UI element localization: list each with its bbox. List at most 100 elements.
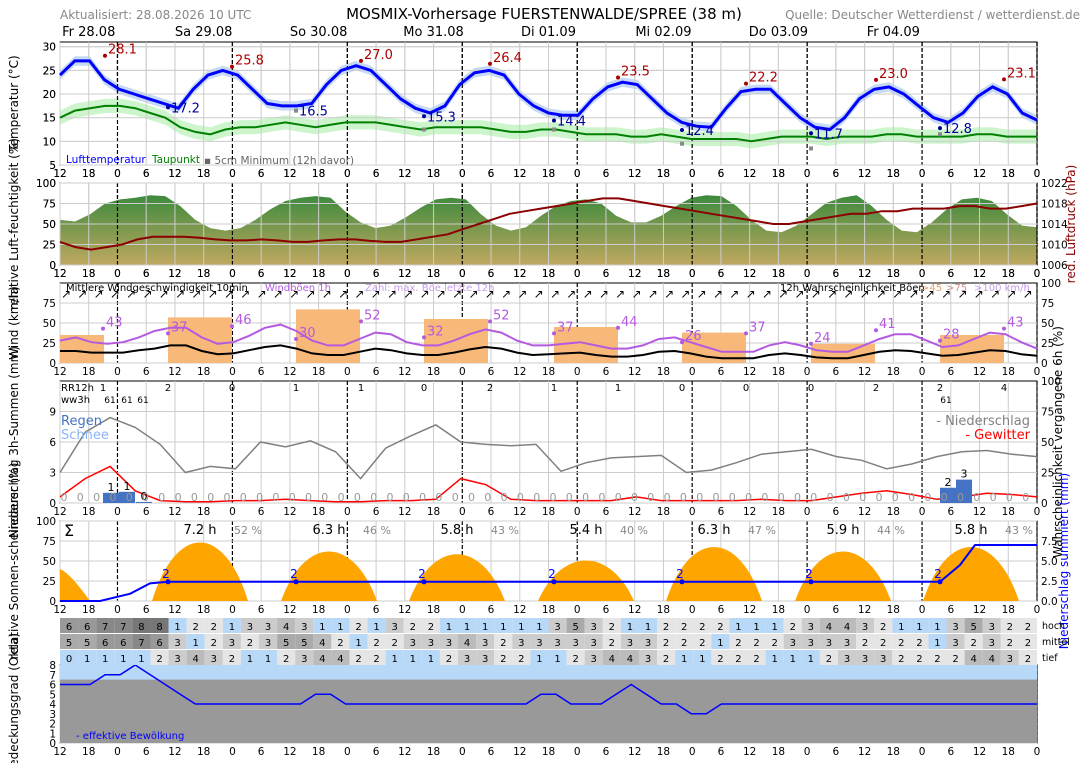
- cloud-layer-value: 1: [464, 622, 470, 633]
- x-tick-label: 0: [229, 268, 236, 280]
- min-temp-label: 11.7: [814, 127, 843, 142]
- cloud-layer-value: 1: [229, 622, 235, 633]
- x-tick-label: 12: [398, 746, 411, 758]
- daily-sun-percent: 44 %: [877, 524, 905, 537]
- cloud-layer-value: 1: [247, 654, 253, 665]
- x-tick-label: 12: [513, 268, 526, 280]
- cloud-layer-value: 1: [771, 622, 777, 633]
- cloud-layer-value: 1: [138, 654, 144, 665]
- wind-direction-arrow: ↗: [1023, 287, 1033, 301]
- cloud-layer-value: 2: [663, 654, 669, 665]
- legend-gust: Windböen 1h: [265, 283, 331, 294]
- zero-precip-label: 0: [158, 491, 165, 504]
- daily-sun-hours: 5.8 h: [440, 523, 473, 538]
- cloud-layer-cell: [204, 634, 223, 649]
- cloud-layer-value: 3: [862, 622, 868, 633]
- max-gust-dot: [294, 337, 298, 341]
- cloud-layer-cell: [240, 634, 260, 649]
- x-tick-label: 12: [168, 366, 181, 378]
- cloud-layer-cell: [349, 650, 368, 665]
- y-tick-label: 8: [49, 660, 56, 672]
- max-gust-dot: [488, 319, 492, 324]
- x-tick-label: 12: [513, 506, 526, 518]
- cloud-layer-value: 3: [392, 622, 398, 633]
- zero-precip-label: 0: [615, 491, 622, 504]
- x-tick-label: 6: [488, 268, 495, 280]
- cloud-layer-value: 2: [790, 622, 796, 633]
- wind-direction-arrow: ↗: [517, 287, 527, 301]
- x-tick-label: 6: [488, 268, 495, 280]
- cloud-layer-cell: [78, 650, 97, 665]
- cloud-layer-cell: [1018, 650, 1037, 665]
- wind-direction-arrow: ↗: [485, 287, 495, 301]
- x-tick-label: 18: [312, 746, 325, 758]
- cloud-layer-value: 1: [627, 622, 633, 633]
- cloud-layer-value: 3: [301, 622, 307, 633]
- cloud-layer-cell: [910, 618, 929, 633]
- max-gust-label: 43: [1007, 316, 1024, 331]
- cloud-layer-value: 3: [591, 654, 597, 665]
- y-tick-label: 50: [43, 219, 56, 231]
- day-label: Sa 29.08: [175, 25, 233, 40]
- cloud-layer-value: 1: [808, 654, 814, 665]
- y2-tick-label: 75: [1041, 407, 1054, 419]
- x-tick-label: 18: [772, 168, 785, 180]
- cloud-layer-cell: [675, 634, 694, 649]
- cloud-layer-value: 3: [265, 622, 271, 633]
- cloud-layer-cell: [403, 650, 422, 665]
- wind-direction-arrow: ↗: [957, 287, 967, 301]
- x-tick-label: 12: [743, 268, 756, 280]
- cloud-layer-value: 2: [1025, 638, 1031, 649]
- cloud-layer-cell: [566, 650, 585, 665]
- x-tick-label: 6: [603, 168, 610, 180]
- x-tick-label: 6: [833, 168, 840, 180]
- x-tick-label: 0: [919, 506, 926, 518]
- daily-sun-hours: 6.3 h: [697, 523, 730, 538]
- x-tick-label: 0: [804, 604, 811, 616]
- x-tick-label: 18: [197, 746, 210, 758]
- x-tick-label: 0: [459, 604, 466, 616]
- x-tick-label: 6: [258, 268, 265, 280]
- max-gust-dot: [101, 326, 105, 331]
- x-tick-label: 6: [373, 168, 380, 180]
- x-tick-label: 6: [947, 506, 954, 518]
- zero-precip-label: 0: [990, 491, 997, 504]
- cloud-layer-cell: [186, 618, 205, 633]
- cloud-layer-value: 3: [536, 638, 542, 649]
- cloud-layer-cell: [548, 650, 567, 665]
- cloud-layer-cell: [530, 618, 549, 633]
- x-tick-label: 0: [114, 268, 121, 280]
- min-temp-label: 12.4: [685, 124, 714, 139]
- cloud-layer-cell: [150, 634, 169, 649]
- x-tick-label: 18: [542, 746, 555, 758]
- max-temp-label: 26.4: [493, 51, 522, 66]
- y-tick-label: 15: [43, 113, 56, 125]
- y-tick-label: 50: [43, 556, 56, 568]
- cloud-layer-cell: [186, 634, 205, 649]
- x-tick-label: 6: [947, 168, 954, 180]
- panel: 12 18 0 6 12 18 0 6 12 18 0 6 12 18 0 6 12 18 0 6 12 18 0 6 12 18…: [7, 346, 1061, 538]
- cloud-layer-value: 1: [84, 654, 90, 665]
- max-gust-label: 28: [943, 328, 960, 343]
- x-tick-label: 0: [689, 506, 696, 518]
- wind-direction-arrow: ↗: [664, 287, 674, 301]
- daily-sun-percent: 46 %: [363, 524, 391, 537]
- x-tick-label: 18: [657, 168, 670, 180]
- x-tick-label: 12: [628, 168, 641, 180]
- cloud-layer-value: 1: [174, 622, 180, 633]
- cloud-layer-value: 2: [337, 638, 343, 649]
- cloud-layer-cell: [114, 650, 133, 665]
- updated-timestamp: Aktualisiert: 28.08.2026 10 UTC: [60, 8, 252, 22]
- cloud-layer-cell: [566, 618, 585, 633]
- x-tick-label: 0: [919, 604, 926, 616]
- cloud-layer-cell: [620, 650, 639, 665]
- x-tick-label: 6: [833, 168, 840, 180]
- x-tick-label: 18: [657, 366, 670, 378]
- cloud-layer-value: 1: [373, 622, 379, 633]
- cloud-layer-cell: [892, 634, 911, 649]
- x-tick-label: 0: [689, 604, 696, 616]
- cloud-layer-value: 1: [428, 654, 434, 665]
- cloud-layer-value: 2: [355, 654, 361, 665]
- legend-prob-100: >100 km/h: [974, 283, 1030, 294]
- wind-direction-arrow: ↗: [191, 287, 201, 301]
